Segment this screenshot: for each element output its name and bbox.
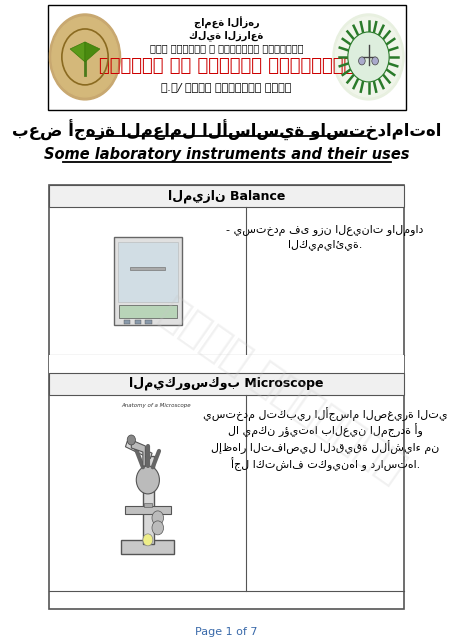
Bar [125, 506, 171, 514]
Bar [114, 237, 182, 324]
Circle shape [49, 14, 120, 100]
Bar [49, 372, 404, 394]
Bar [49, 185, 404, 207]
Circle shape [152, 521, 164, 535]
Circle shape [359, 57, 365, 65]
Text: يستخدم لتكبير الأجسام الصغيرة التي: يستخدم لتكبير الأجسام الصغيرة التي [203, 406, 448, 420]
Polygon shape [131, 440, 145, 466]
Bar [124, 319, 130, 324]
Circle shape [333, 14, 404, 100]
Text: لا يمكن رؤيتها بالعين المجردة أو: لا يمكن رؤيتها بالعين المجردة أو [228, 424, 423, 438]
Polygon shape [70, 42, 85, 62]
Circle shape [372, 57, 378, 65]
Polygon shape [85, 42, 100, 62]
Text: كلية الزراعة: كلية الزراعة [189, 30, 264, 41]
Bar [48, 5, 406, 110]
Text: الكيميائية.: الكيميائية. [288, 240, 362, 251]
Bar [121, 540, 174, 554]
Text: الميزان Balance: الميزان Balance [168, 189, 285, 202]
Bar [119, 305, 177, 317]
Text: لإظهار التفاصيل الدقيقة للأشياء من: لإظهار التفاصيل الدقيقة للأشياء من [211, 440, 439, 454]
Bar [118, 242, 178, 301]
Circle shape [136, 466, 159, 494]
Text: أجل اكتشاف تكوينها و دراستها.: أجل اكتشاف تكوينها و دراستها. [231, 458, 420, 472]
Text: بعض أجهزة المعامل الأساسية واستخداماتها: بعض أجهزة المعامل الأساسية واستخداماتها [12, 120, 441, 141]
Bar [135, 319, 141, 324]
Circle shape [127, 435, 135, 445]
Text: Some laboratory instruments and their uses: Some laboratory instruments and their us… [43, 147, 409, 162]
Bar [145, 319, 152, 324]
Bar [144, 503, 152, 507]
Circle shape [152, 511, 164, 525]
Text: جامعة الأزهر: جامعة الأزهر [193, 17, 259, 29]
Bar [49, 355, 404, 372]
Text: Page 1 of 7: Page 1 of 7 [195, 627, 258, 637]
Text: فوزي إسماعيل: فوزي إسماعيل [153, 290, 414, 490]
Text: 0.0000: 0.0000 [137, 309, 159, 314]
Circle shape [335, 17, 401, 97]
Bar [130, 267, 165, 269]
Circle shape [52, 17, 118, 97]
FancyArrow shape [125, 441, 152, 459]
Text: الميكروسكوب Microscope: الميكروسكوب Microscope [129, 377, 323, 390]
Text: التلوث في البيئة الزراعية: التلوث في البيئة الزراعية [99, 57, 354, 75]
Text: قسم البيئة و الزراعة الحيوية: قسم البيئة و الزراعة الحيوية [149, 43, 303, 53]
Text: - يستخدم فى وزن العينات والمواد: - يستخدم فى وزن العينات والمواد [226, 225, 424, 236]
Text: Anatomy of a Microscope: Anatomy of a Microscope [121, 403, 191, 408]
Circle shape [348, 32, 389, 82]
Bar [143, 456, 154, 544]
Circle shape [143, 534, 153, 546]
Text: أ.د/ فوزي إسماعيل عيسى: أ.د/ فوزي إسماعيل عيسى [161, 82, 292, 92]
Bar [49, 185, 404, 609]
